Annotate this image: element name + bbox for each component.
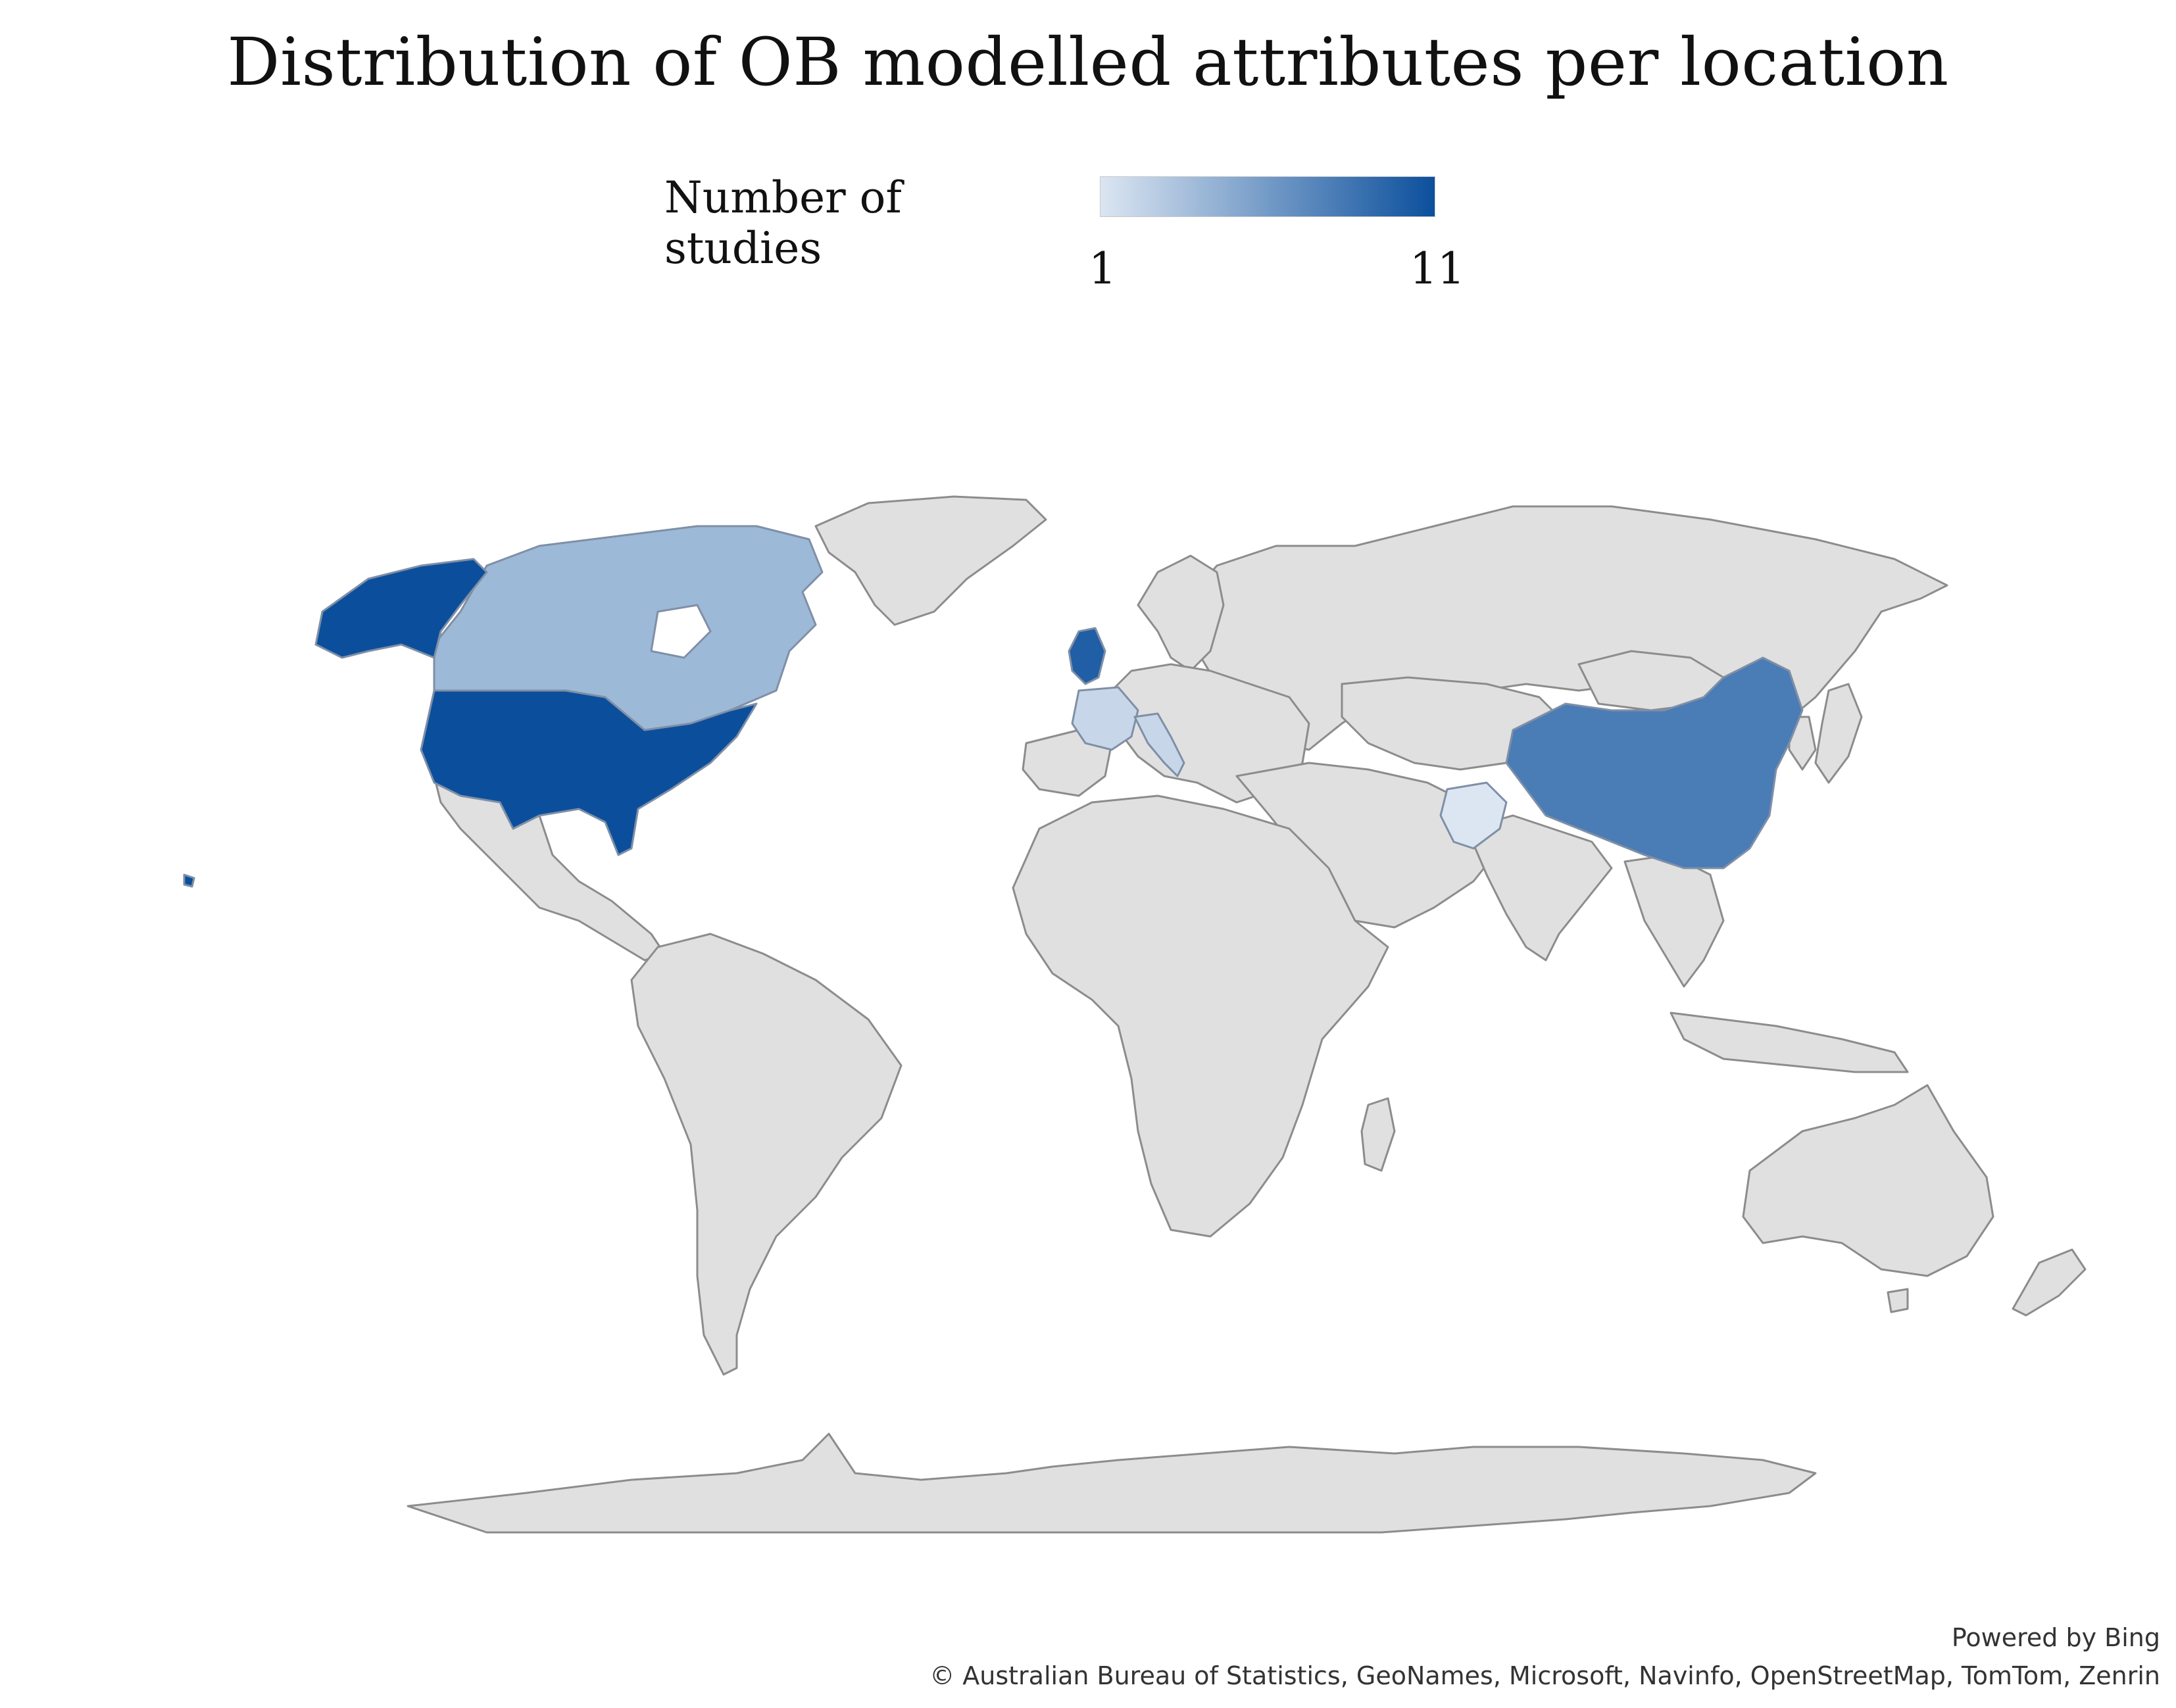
legend-min-value: 1 bbox=[1089, 243, 1116, 294]
legend-max-value: 11 bbox=[1410, 243, 1465, 294]
region-japan[interactable] bbox=[1814, 683, 1863, 784]
region-mexico[interactable] bbox=[433, 775, 666, 962]
region-scandinavia[interactable] bbox=[1137, 554, 1225, 672]
region-italy[interactable] bbox=[1133, 712, 1185, 777]
region-southeast-asia[interactable] bbox=[1623, 854, 1725, 988]
region-new-zealand[interactable] bbox=[2012, 1248, 2087, 1317]
region-pakistan[interactable] bbox=[1439, 781, 1508, 850]
region-china[interactable] bbox=[1505, 656, 1804, 869]
region-indonesia[interactable] bbox=[1669, 1012, 1909, 1073]
hudson-bay bbox=[650, 604, 712, 659]
region-antarctica[interactable] bbox=[407, 1432, 1817, 1534]
region-united-kingdom[interactable] bbox=[1068, 627, 1106, 685]
region-madagascar[interactable] bbox=[1360, 1097, 1396, 1172]
map-title: Distribution of OB modelled attributes p… bbox=[227, 24, 1949, 101]
powered-by-label: Powered by Bing bbox=[1951, 1623, 2160, 1652]
region-south-america[interactable] bbox=[630, 933, 903, 1376]
region-australia[interactable] bbox=[1742, 1084, 1994, 1277]
region-africa[interactable] bbox=[1012, 794, 1389, 1238]
region-india[interactable] bbox=[1466, 814, 1613, 962]
region-hawaii[interactable] bbox=[183, 873, 195, 888]
legend-color-scale bbox=[1100, 176, 1435, 217]
region-tasmania[interactable] bbox=[1887, 1288, 1909, 1313]
legend-label: Number of studies bbox=[664, 172, 902, 274]
region-greenland[interactable] bbox=[814, 495, 1047, 626]
region-france[interactable] bbox=[1071, 686, 1139, 751]
region-europe[interactable] bbox=[1104, 663, 1310, 804]
region-united-states[interactable] bbox=[420, 689, 758, 856]
attribution-text: © Australian Bureau of Statistics, GeoNa… bbox=[929, 1661, 2160, 1690]
region-alaska[interactable] bbox=[314, 558, 488, 659]
